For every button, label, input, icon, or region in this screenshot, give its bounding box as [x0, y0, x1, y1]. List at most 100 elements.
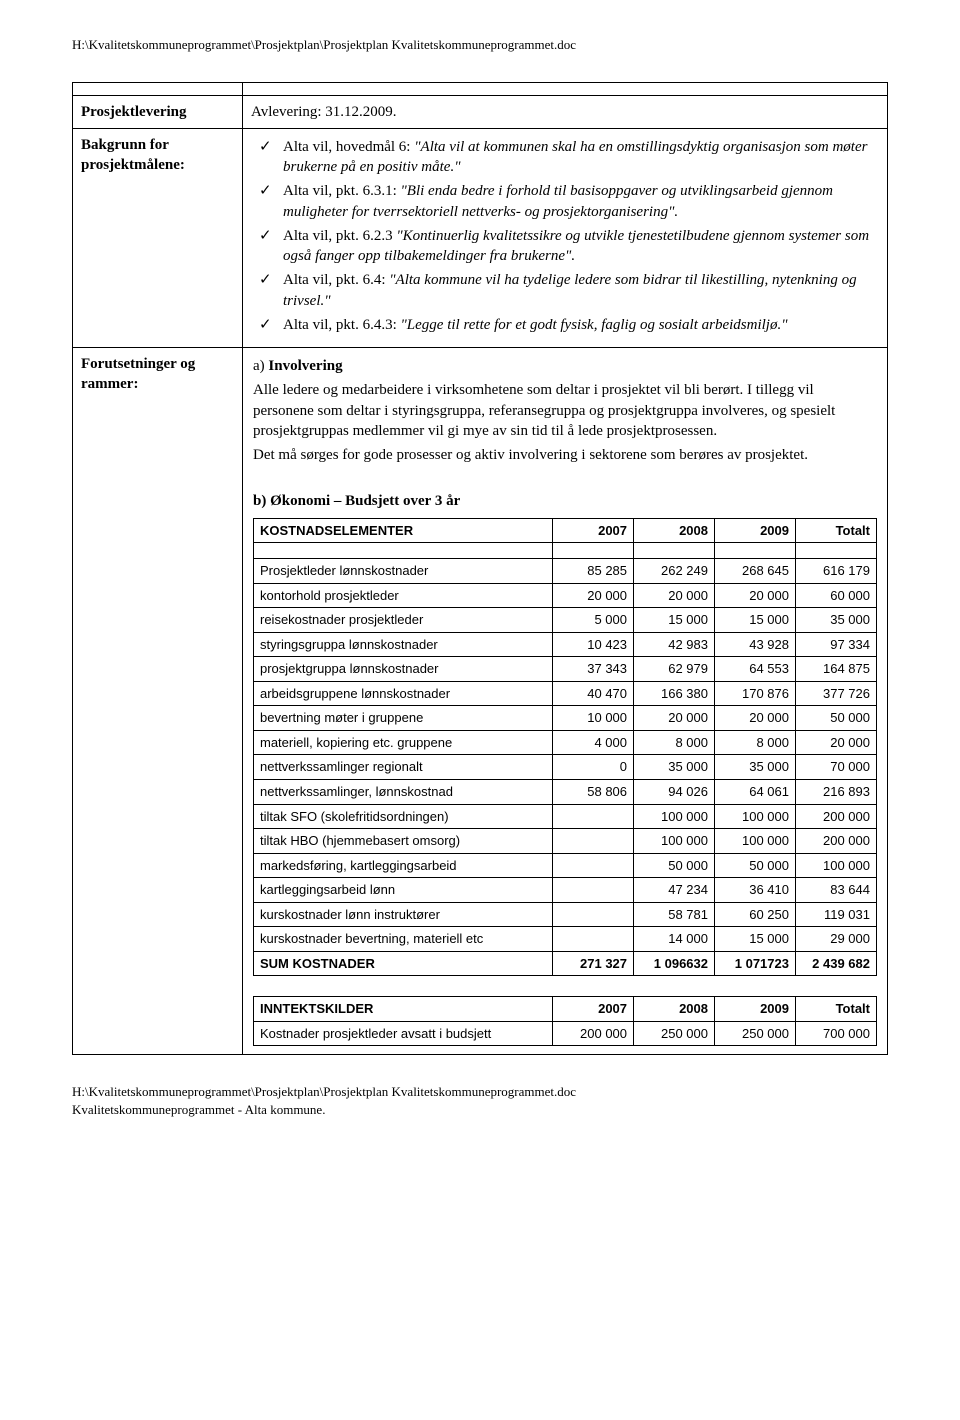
table-cell: 94 026	[634, 780, 715, 805]
table-cell: 2 439 682	[795, 951, 876, 976]
table-cell: 268 645	[715, 559, 796, 584]
table-cell: 64 553	[715, 657, 796, 682]
table-cell: 50 000	[634, 853, 715, 878]
table-cell: 47 234	[634, 878, 715, 903]
table-cell: 40 470	[553, 681, 634, 706]
row-label-bakgrunn: Bakgrunn for prosjektmålene:	[73, 128, 243, 347]
table-cell: 700 000	[795, 1021, 876, 1046]
table-cell: 119 031	[795, 902, 876, 927]
table-row: Prosjektleder lønnskostnader85 285262 24…	[254, 559, 877, 584]
table-cell: 271 327	[553, 951, 634, 976]
check-icon: ✓	[259, 226, 272, 246]
table-cell: 250 000	[634, 1021, 715, 1046]
table-row: tiltak SFO (skolefritidsordningen)100 00…	[254, 804, 877, 829]
table-cell: kartleggingsarbeid lønn	[254, 878, 553, 903]
table-row: kontorhold prosjektleder20 00020 00020 0…	[254, 583, 877, 608]
budget-table: KOSTNADSELEMENTER200720082009TotaltProsj…	[253, 518, 877, 977]
file-path-footer: H:\Kvalitetskommuneprogrammet\Prosjektpl…	[72, 1083, 888, 1118]
table-row: prosjektgruppa lønnskostnader37 34362 97…	[254, 657, 877, 682]
table-cell: 35 000	[795, 608, 876, 633]
bullet-list: ✓ Alta vil, hovedmål 6: "Alta vil at kom…	[253, 137, 877, 335]
table-cell: 15 000	[715, 927, 796, 952]
table-cell: 85 285	[553, 559, 634, 584]
table-row: kurskostnader bevertning, materiell etc 1…	[254, 927, 877, 952]
table-cell: 170 876	[715, 681, 796, 706]
table-cell: 35 000	[634, 755, 715, 780]
table-row: tiltak HBO (hjemmebasert omsorg) 100 0001…	[254, 829, 877, 854]
table-cell: kurskostnader bevertning, materiell etc	[254, 927, 553, 952]
table-cell: 0	[553, 755, 634, 780]
table-cell: 14 000	[634, 927, 715, 952]
table-cell: 250 000	[715, 1021, 796, 1046]
table-cell	[715, 543, 796, 559]
table-cell: 15 000	[715, 608, 796, 633]
involvering-body2: Det må sørges for gode prosesser og akti…	[253, 445, 877, 465]
table-cell: 62 979	[634, 657, 715, 682]
table-row: INNTEKTSKILDER200720082009Totalt	[254, 997, 877, 1022]
table-cell: 20 000	[715, 706, 796, 731]
table-row: Kostnader prosjektleder avsatt i budsjet…	[254, 1021, 877, 1046]
table-cell: 100 000	[795, 853, 876, 878]
table-cell: 2009	[715, 518, 796, 543]
table-row: nettverkssamlinger, lønnskostnad58 80694…	[254, 780, 877, 805]
table-cell: 2008	[634, 997, 715, 1022]
table-cell: 29 000	[795, 927, 876, 952]
table-cell: 100 000	[715, 829, 796, 854]
table-cell: 8 000	[715, 730, 796, 755]
table-cell: 97 334	[795, 632, 876, 657]
table-cell: 50 000	[715, 853, 796, 878]
file-path-header: H:\Kvalitetskommuneprogrammet\Prosjektpl…	[72, 36, 888, 54]
table-cell: nettverkssamlinger, lønnskostnad	[254, 780, 553, 805]
table-cell: 200 000	[795, 829, 876, 854]
table-cell: 83 644	[795, 878, 876, 903]
table-cell: arbeidsgruppene lønnskostnader	[254, 681, 553, 706]
table-cell	[553, 853, 634, 878]
row-label-prosjektlevering: Prosjektlevering	[73, 95, 243, 128]
table-cell: 20 000	[634, 583, 715, 608]
table-cell: 2007	[553, 518, 634, 543]
bullet-lead: Alta vil, pkt. 6.3.1:	[283, 183, 401, 199]
table-cell: 2008	[634, 518, 715, 543]
income-table: INNTEKTSKILDER200720082009TotaltKostnade…	[253, 996, 877, 1046]
table-cell: 2009	[715, 997, 796, 1022]
row-value-forutsetninger: a) Involvering Alle ledere og medarbeide…	[243, 348, 888, 1055]
table-cell: Kostnader prosjektleder avsatt i budsjet…	[254, 1021, 553, 1046]
table-cell: tiltak HBO (hjemmebasert omsorg)	[254, 829, 553, 854]
table-cell: 50 000	[795, 706, 876, 731]
bullet-lead: Alta vil, pkt. 6.4.3:	[283, 317, 401, 333]
footer-line-1: H:\Kvalitetskommuneprogrammet\Prosjektpl…	[72, 1083, 888, 1101]
table-cell: 58 781	[634, 902, 715, 927]
table-cell: 43 928	[715, 632, 796, 657]
table-cell: 20 000	[634, 706, 715, 731]
table-cell: 35 000	[715, 755, 796, 780]
table-cell: styringsgruppa lønnskostnader	[254, 632, 553, 657]
table-cell	[553, 829, 634, 854]
table-cell: 36 410	[715, 878, 796, 903]
table-cell: 100 000	[634, 829, 715, 854]
table-row: SUM KOSTNADER271 3271 0966321 0717232 43…	[254, 951, 877, 976]
table-cell: 37 343	[553, 657, 634, 682]
table-cell: Totalt	[795, 997, 876, 1022]
table-cell: INNTEKTSKILDER	[254, 997, 553, 1022]
table-cell: 200 000	[553, 1021, 634, 1046]
table-cell: kontorhold prosjektleder	[254, 583, 553, 608]
table-cell: SUM KOSTNADER	[254, 951, 553, 976]
table-cell: 164 875	[795, 657, 876, 682]
table-row: nettverkssamlinger regionalt035 00035 00…	[254, 755, 877, 780]
table-cell: 20 000	[795, 730, 876, 755]
table-row: reisekostnader prosjektleder5 00015 0001…	[254, 608, 877, 633]
bullet-item: ✓ Alta vil, hovedmål 6: "Alta vil at kom…	[257, 137, 877, 178]
involvering-title: Involvering	[268, 358, 342, 374]
budget-title: Økonomi – Budsjett over 3 år	[270, 493, 460, 509]
table-row: bevertning møter i gruppene10 00020 0002…	[254, 706, 877, 731]
involvering-block: a) Involvering Alle ledere og medarbeide…	[253, 356, 877, 465]
bullet-item: ✓Alta vil, pkt. 6.2.3 "Kontinuerlig kval…	[257, 226, 877, 267]
table-cell: materiell, kopiering etc. gruppene	[254, 730, 553, 755]
budget-heading: b) Økonomi – Budsjett over 3 år	[253, 491, 877, 511]
check-icon: ✓	[259, 315, 272, 335]
table-cell	[553, 927, 634, 952]
table-row	[254, 543, 877, 559]
table-cell: 377 726	[795, 681, 876, 706]
table-cell: 100 000	[715, 804, 796, 829]
involvering-body: Alle ledere og medarbeidere i virksomhet…	[253, 380, 877, 441]
